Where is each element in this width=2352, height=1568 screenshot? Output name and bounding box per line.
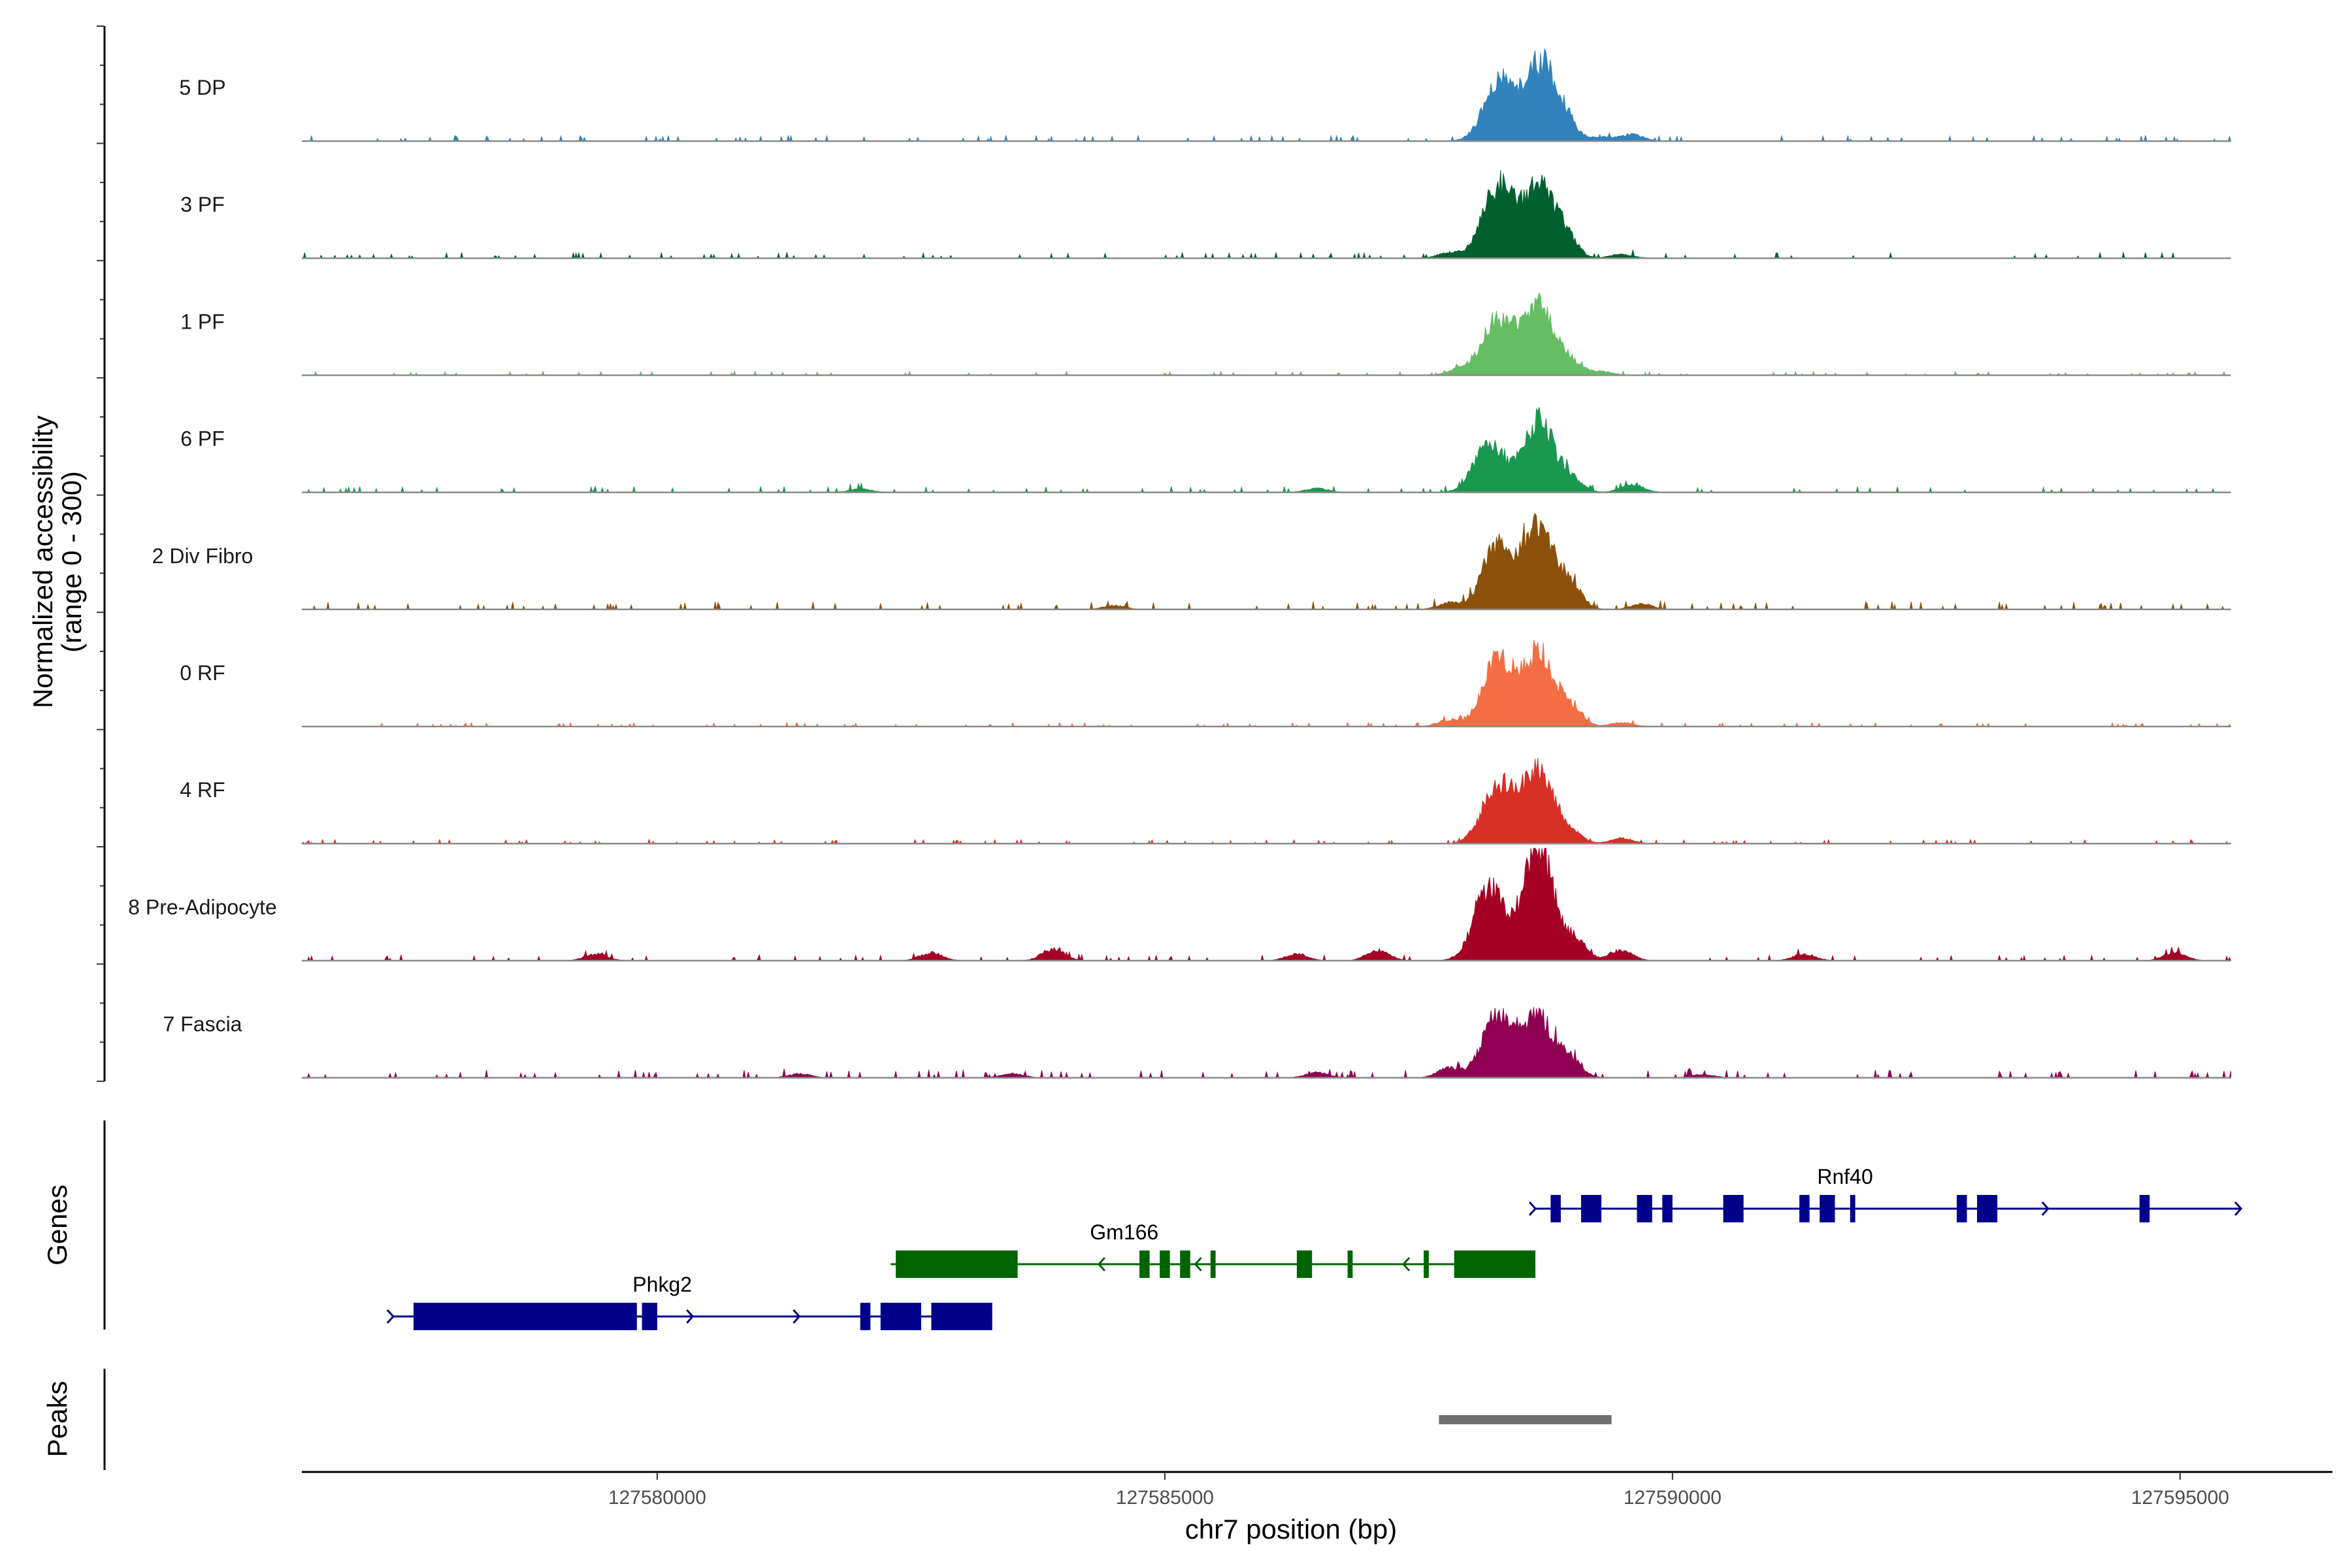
gene-exon [1957, 1195, 1967, 1222]
x-tick-label: 127580000 [608, 1487, 706, 1509]
gene-exon [1347, 1250, 1353, 1278]
coverage-area [302, 512, 2231, 611]
gene-model: Phkg2 [386, 1273, 992, 1330]
coverage-track: 5 DP [179, 48, 2232, 142]
coverage-track: 0 RF [180, 640, 2232, 728]
gene-exon [1977, 1195, 1998, 1222]
gene-exon [1424, 1250, 1429, 1278]
peaks-title: Peaks [42, 1381, 73, 1458]
gene-exon [2139, 1195, 2150, 1222]
gene-exon [1820, 1195, 1835, 1222]
gene-label: Gm166 [1090, 1220, 1158, 1244]
gene-exon [1662, 1195, 1673, 1222]
coverage-track: 2 Div Fibro [152, 512, 2231, 611]
coverage-area [302, 1007, 2232, 1079]
coverage-track: 6 PF [180, 407, 2231, 494]
strand-arrow [1402, 1256, 1411, 1272]
gene-exon [860, 1303, 871, 1330]
genes-panel: Genes Rnf40 Gm166 Phkg2 [42, 1120, 2243, 1330]
coverage-area [301, 758, 2231, 845]
gene-exon [1296, 1250, 1313, 1278]
gene-label: Rnf40 [1817, 1165, 1872, 1188]
gene-exon [1160, 1250, 1170, 1278]
gene-exon [896, 1250, 1018, 1278]
strand-arrow [2041, 1201, 2050, 1217]
gene-exon [880, 1303, 921, 1330]
gene-model: Gm166 [890, 1220, 1536, 1278]
track-label: 5 DP [179, 76, 225, 99]
x-tick-label: 127585000 [1116, 1487, 1214, 1509]
track-label: 1 PF [180, 310, 225, 333]
x-tick-label: 127590000 [1624, 1487, 1722, 1509]
coverage-tracks: 5 DP 3 PF 1 PF 6 PF 2 Div Fibro 0 RF 4 RF 8 Pre… [128, 48, 2232, 1079]
gene-exon [1723, 1195, 1744, 1222]
gene-exon [1454, 1250, 1536, 1278]
coverage-track: 3 PF [180, 170, 2231, 260]
coverage-track: 4 RF [180, 758, 2231, 845]
gene-exon [931, 1303, 992, 1330]
coverage-track: 7 Fascia [163, 1007, 2232, 1079]
gene-exon [1210, 1250, 1216, 1278]
track-label: 7 Fascia [163, 1013, 242, 1036]
genomic-x-axis: 127580000 127585000 127590000 127595000 chr7… [302, 1471, 2332, 1544]
accessibility-y-axis: Normalized accessibility(range 0 - 300) [27, 25, 106, 1082]
gene-model: Rnf40 [1528, 1165, 2243, 1222]
strand-arrow [686, 1309, 694, 1324]
strand-arrow [1194, 1256, 1202, 1272]
strand-arrow [1097, 1256, 1106, 1272]
genes-title: Genes [42, 1184, 73, 1266]
peaks-panel: Peaks [42, 1369, 1612, 1470]
gene-exon [1550, 1195, 1561, 1222]
strand-arrow [2234, 1201, 2243, 1217]
gene-exon [1581, 1195, 1602, 1222]
gene-exon [413, 1303, 637, 1330]
track-label: 0 RF [180, 661, 225, 685]
coverage-track: 1 PF [180, 292, 2231, 376]
coverage-area [302, 48, 2232, 142]
coverage-area [302, 170, 2231, 260]
strand-arrow [1528, 1201, 1537, 1217]
track-label: 6 PF [180, 427, 225, 451]
x-axis-title: chr7 position (bp) [1185, 1514, 1397, 1544]
track-label: 8 Pre-Adipocyte [128, 895, 277, 919]
coverage-area [302, 292, 2231, 376]
gene-exon [1637, 1195, 1652, 1222]
track-label: 4 RF [180, 778, 225, 802]
peak-region [1439, 1415, 1612, 1424]
x-tick-label: 127595000 [2131, 1487, 2229, 1509]
coverage-area [302, 640, 2232, 728]
gene-exon [1139, 1250, 1150, 1278]
coverage-area [302, 407, 2231, 494]
y-axis-title: Normalized accessibility [27, 416, 58, 708]
y-axis-range-label: (range 0 - 300) [56, 471, 87, 653]
coverage-track: 8 Pre-Adipocyte [128, 847, 2232, 962]
gene-exon [1799, 1195, 1810, 1222]
gene-exon [1850, 1195, 1855, 1222]
gene-exon [642, 1303, 657, 1330]
track-label: 2 Div Fibro [152, 544, 253, 568]
gene-exon [1180, 1250, 1190, 1278]
strand-arrow [792, 1309, 801, 1324]
strand-arrow [386, 1309, 395, 1324]
gene-label: Phkg2 [632, 1273, 692, 1296]
track-label: 3 PF [180, 193, 225, 216]
coverage-area [302, 847, 2232, 962]
